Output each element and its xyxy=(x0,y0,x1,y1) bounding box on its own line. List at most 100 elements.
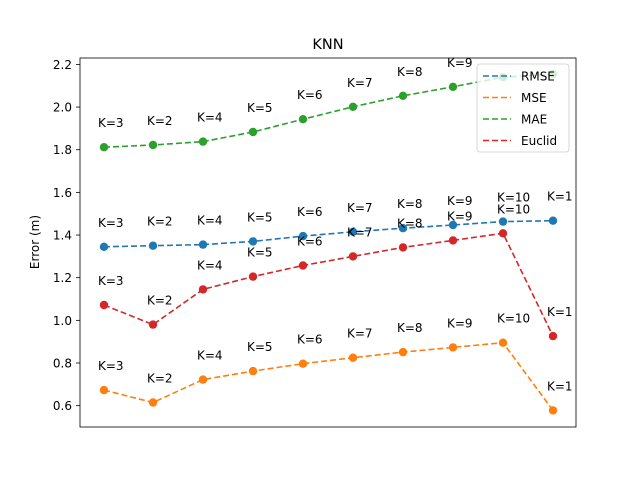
point-label-euclid: K=4 xyxy=(197,258,223,272)
point-label-mse: K=5 xyxy=(247,340,273,354)
y-tick-label: 1.2 xyxy=(53,271,72,285)
y-tick-label: 1.4 xyxy=(53,229,72,243)
y-tick-label: 1.8 xyxy=(53,143,72,157)
point-label-mae: K=2 xyxy=(147,114,173,128)
data-point-mae xyxy=(298,115,308,124)
series-mae: K=3 K=2 K=4 K=5 K=6 K=7 K=8 K=9 xyxy=(98,56,558,152)
point-label-mse: K=6 xyxy=(297,333,323,347)
data-point-mae xyxy=(148,140,158,150)
series-line-rmse xyxy=(103,219,554,248)
y-tick-label: 0.6 xyxy=(53,399,72,413)
point-label-euclid: K=3 xyxy=(98,274,124,288)
series-mse: K=3 K=2 K=4 K=5 K=6 K=7 K=8 K=9 K=10 K=1 xyxy=(98,312,573,415)
data-point-mse xyxy=(498,338,508,347)
data-point-euclid xyxy=(198,285,208,294)
y-tick-label: 2.0 xyxy=(53,101,72,115)
point-label-rmse: K=10 xyxy=(497,191,530,205)
data-point-mae xyxy=(99,143,109,152)
point-label-euclid: K=1 xyxy=(547,305,573,319)
data-point-euclid xyxy=(348,252,358,261)
point-label-rmse: K=7 xyxy=(347,201,373,215)
point-label-mse: K=4 xyxy=(197,349,223,363)
data-point-rmse xyxy=(398,224,408,233)
chart-title: KNN xyxy=(312,37,343,53)
data-point-mae xyxy=(448,82,458,92)
data-point-euclid xyxy=(498,229,508,238)
series-euclid: K=3 K=2 K=4 K=5 K=6 K=7 K=8 K=9 K=10 K=1 xyxy=(98,202,573,341)
point-label-euclid: K=6 xyxy=(297,235,323,249)
data-point-rmse xyxy=(298,231,308,241)
series-line-euclid xyxy=(103,232,554,337)
legend-box xyxy=(476,63,570,153)
data-point-euclid xyxy=(248,272,258,281)
series-line-mse xyxy=(103,341,554,411)
data-point-mse xyxy=(198,375,208,384)
point-label-mse: K=2 xyxy=(147,372,173,386)
data-point-mse xyxy=(448,343,458,352)
point-label-euclid: K=2 xyxy=(147,294,173,308)
point-label-rmse: K=1 xyxy=(547,190,573,204)
data-point-mae xyxy=(348,102,358,112)
point-label-rmse: K=4 xyxy=(197,214,223,228)
data-point-mae xyxy=(248,127,258,137)
series-rmse: K=3 K=2 K=4 K=5 K=6 K=7 K=8 K=9 K=10 K=1 xyxy=(98,190,573,251)
point-label-euclid: K=8 xyxy=(397,216,423,230)
legend-label-euclid: Euclid xyxy=(521,134,557,148)
y-axis-label: Error (m) xyxy=(28,215,42,269)
point-label-mse: K=9 xyxy=(447,316,473,330)
data-point-rmse xyxy=(148,241,158,250)
point-label-mse: K=1 xyxy=(547,379,573,393)
point-label-mae: K=9 xyxy=(447,56,473,70)
point-label-rmse: K=3 xyxy=(98,216,124,230)
data-point-mse xyxy=(248,366,258,376)
point-label-rmse: K=2 xyxy=(147,215,173,229)
data-point-mae xyxy=(398,91,408,101)
data-point-rmse xyxy=(248,237,258,246)
data-point-mae xyxy=(198,137,208,146)
legend: RMSE MSE MAE Euclid xyxy=(476,63,570,153)
point-label-mse: K=3 xyxy=(98,359,124,373)
point-label-rmse: K=6 xyxy=(297,205,323,219)
data-point-euclid xyxy=(148,320,158,329)
data-point-mse xyxy=(298,359,308,368)
data-point-rmse xyxy=(498,217,508,226)
point-label-rmse: K=8 xyxy=(397,197,423,211)
point-label-mae: K=7 xyxy=(347,76,373,90)
point-label-mse: K=8 xyxy=(397,321,423,335)
y-tick-label: 1.6 xyxy=(53,186,72,200)
data-point-rmse xyxy=(448,220,458,230)
data-point-mse xyxy=(548,406,558,415)
data-point-mse xyxy=(99,385,109,395)
legend-label-mae: MAE xyxy=(521,113,547,127)
axes-frame xyxy=(79,57,577,428)
point-label-euclid: K=10 xyxy=(497,202,530,216)
point-label-mse: K=10 xyxy=(497,312,530,326)
point-label-euclid: K=9 xyxy=(447,209,473,223)
data-point-euclid xyxy=(99,300,109,310)
y-tick-label: 2.2 xyxy=(53,58,72,72)
y-tick-label: 0.8 xyxy=(53,357,72,371)
data-point-euclid xyxy=(548,331,558,341)
data-point-rmse xyxy=(348,227,358,236)
data-point-euclid xyxy=(448,236,458,245)
point-label-mae: K=3 xyxy=(98,116,124,130)
point-label-mae: K=4 xyxy=(197,111,223,125)
point-label-mae: K=5 xyxy=(247,101,273,115)
axes: 0.6 0.8 1.0 1.2 1.4 1.6 1.8 2.0 2.2 xyxy=(53,57,577,428)
data-point-rmse xyxy=(198,240,208,249)
data-point-mse xyxy=(348,353,358,362)
data-point-rmse xyxy=(99,242,109,251)
legend-label-rmse: RMSE xyxy=(521,70,555,84)
point-label-euclid: K=5 xyxy=(247,246,273,260)
plot-area: K=3 K=2 K=4 K=5 K=6 K=7 K=8 K=9 K=10 K=1 K=3 K=2 K=4… xyxy=(98,56,573,415)
point-label-rmse: K=9 xyxy=(447,194,473,208)
y-tick-label: 1.0 xyxy=(53,314,72,328)
point-label-mae: K=6 xyxy=(297,88,323,102)
data-point-mse xyxy=(398,347,408,357)
point-label-rmse: K=5 xyxy=(247,210,273,224)
data-point-euclid xyxy=(398,243,408,252)
point-label-euclid: K=7 xyxy=(347,225,373,239)
data-point-rmse xyxy=(548,216,558,225)
point-label-mae: K=8 xyxy=(397,65,423,79)
